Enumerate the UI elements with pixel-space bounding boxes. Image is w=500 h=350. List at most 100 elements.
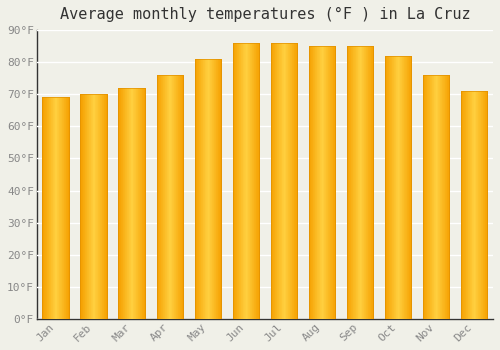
Bar: [328, 46, 329, 319]
Bar: [323, 46, 324, 319]
Bar: [289, 43, 290, 319]
Bar: [128, 88, 129, 319]
Bar: [101, 94, 102, 319]
Bar: [389, 56, 390, 319]
Bar: [291, 43, 292, 319]
Bar: [57, 97, 58, 319]
Bar: [66, 97, 67, 319]
Bar: [92, 94, 93, 319]
Bar: [65, 97, 66, 319]
Bar: [440, 75, 441, 319]
Bar: [170, 75, 171, 319]
Bar: [392, 56, 393, 319]
Bar: [253, 43, 254, 319]
Bar: [105, 94, 106, 319]
Bar: [318, 46, 319, 319]
Bar: [358, 46, 359, 319]
Bar: [460, 91, 487, 319]
Bar: [446, 75, 448, 319]
Bar: [484, 91, 486, 319]
Bar: [241, 43, 242, 319]
Bar: [145, 88, 146, 319]
Bar: [103, 94, 104, 319]
Bar: [219, 59, 220, 319]
Bar: [236, 43, 238, 319]
Bar: [181, 75, 182, 319]
Bar: [124, 88, 126, 319]
Bar: [441, 75, 442, 319]
Bar: [234, 43, 236, 319]
Bar: [102, 94, 103, 319]
Bar: [465, 91, 466, 319]
Bar: [178, 75, 179, 319]
Bar: [122, 88, 124, 319]
Bar: [132, 88, 133, 319]
Bar: [250, 43, 251, 319]
Bar: [118, 88, 145, 319]
Bar: [60, 97, 61, 319]
Bar: [279, 43, 280, 319]
Bar: [334, 46, 336, 319]
Bar: [259, 43, 260, 319]
Bar: [272, 43, 274, 319]
Bar: [404, 56, 405, 319]
Bar: [204, 59, 205, 319]
Bar: [295, 43, 296, 319]
Bar: [360, 46, 361, 319]
Bar: [473, 91, 474, 319]
Bar: [395, 56, 396, 319]
Bar: [437, 75, 438, 319]
Bar: [438, 75, 439, 319]
Bar: [248, 43, 249, 319]
Bar: [468, 91, 469, 319]
Bar: [139, 88, 140, 319]
Bar: [131, 88, 132, 319]
Bar: [142, 88, 143, 319]
Bar: [252, 43, 253, 319]
Bar: [56, 97, 57, 319]
Bar: [172, 75, 173, 319]
Bar: [64, 97, 65, 319]
Bar: [85, 94, 86, 319]
Bar: [270, 43, 272, 319]
Bar: [140, 88, 141, 319]
Bar: [195, 59, 196, 319]
Bar: [476, 91, 477, 319]
Bar: [100, 94, 101, 319]
Bar: [156, 75, 158, 319]
Bar: [408, 56, 410, 319]
Bar: [391, 56, 392, 319]
Bar: [429, 75, 430, 319]
Bar: [479, 91, 480, 319]
Bar: [315, 46, 316, 319]
Bar: [126, 88, 128, 319]
Bar: [308, 46, 335, 319]
Bar: [474, 91, 475, 319]
Bar: [80, 94, 107, 319]
Bar: [394, 56, 395, 319]
Bar: [386, 56, 387, 319]
Bar: [61, 97, 62, 319]
Bar: [134, 88, 135, 319]
Bar: [325, 46, 326, 319]
Bar: [80, 94, 81, 319]
Bar: [283, 43, 284, 319]
Bar: [293, 43, 294, 319]
Bar: [481, 91, 482, 319]
Bar: [324, 46, 325, 319]
Bar: [176, 75, 177, 319]
Bar: [164, 75, 166, 319]
Bar: [95, 94, 96, 319]
Bar: [144, 88, 145, 319]
Bar: [399, 56, 400, 319]
Bar: [168, 75, 169, 319]
Bar: [200, 59, 202, 319]
Bar: [422, 75, 424, 319]
Bar: [120, 88, 122, 319]
Bar: [370, 46, 372, 319]
Bar: [462, 91, 463, 319]
Bar: [202, 59, 203, 319]
Bar: [409, 56, 410, 319]
Bar: [424, 75, 425, 319]
Bar: [274, 43, 276, 319]
